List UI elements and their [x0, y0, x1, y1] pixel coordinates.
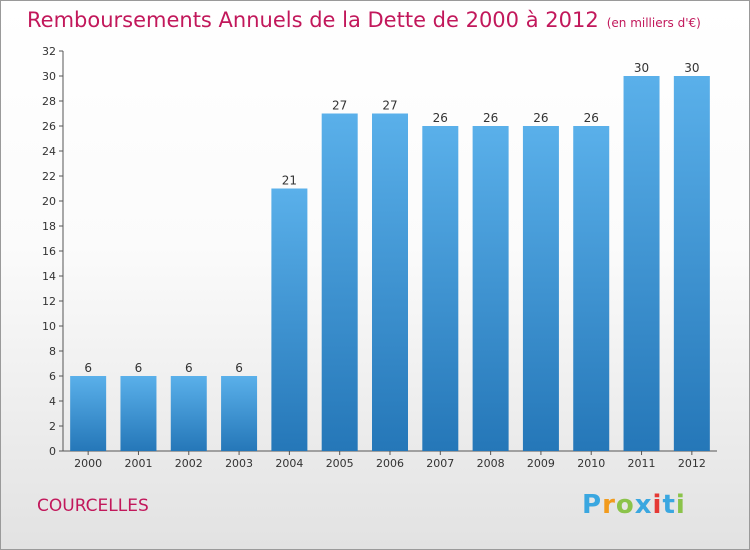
- bar-value-label: 6: [84, 361, 92, 375]
- bar-value-label: 6: [185, 361, 193, 375]
- bar: [271, 188, 308, 451]
- y-tick-label: 2: [49, 420, 56, 433]
- bar-value-label: 30: [684, 61, 699, 75]
- x-tick-label: 2004: [275, 457, 303, 470]
- bar: [573, 126, 610, 451]
- logo-letter: i: [652, 490, 663, 520]
- chart-title-text: Remboursements Annuels de la Dette de 20…: [27, 8, 599, 32]
- y-tick-label: 0: [49, 445, 56, 458]
- bar: [221, 376, 258, 451]
- bar-value-label: 6: [235, 361, 243, 375]
- x-tick-label: 2006: [376, 457, 404, 470]
- y-tick-label: 4: [49, 395, 56, 408]
- bar: [673, 76, 710, 451]
- x-tick-label: 2000: [74, 457, 102, 470]
- y-tick-label: 30: [42, 70, 56, 83]
- logo-letter: P: [582, 490, 603, 520]
- bar-value-label: 27: [332, 99, 347, 113]
- bar-value-label: 30: [634, 61, 649, 75]
- x-tick-label: 2001: [124, 457, 152, 470]
- logo-letter: o: [615, 490, 635, 520]
- logo-letter: t: [662, 490, 676, 520]
- x-tick-label: 2005: [326, 457, 354, 470]
- y-tick-label: 10: [42, 320, 56, 333]
- y-tick-label: 28: [42, 95, 56, 108]
- y-tick-label: 14: [42, 270, 56, 283]
- bar-value-label: 26: [533, 111, 548, 125]
- commune-name: COURCELLES: [37, 496, 149, 516]
- x-tick-label: 2010: [577, 457, 605, 470]
- proxiti-logo[interactable]: Proxiti: [582, 490, 686, 520]
- y-tick-label: 24: [42, 145, 56, 158]
- y-tick-label: 22: [42, 170, 56, 183]
- y-tick-label: 16: [42, 245, 56, 258]
- y-tick-label: 26: [42, 120, 56, 133]
- x-tick-label: 2007: [426, 457, 454, 470]
- chart-title: Remboursements Annuels de la Dette de 20…: [27, 8, 701, 32]
- bar-value-label: 26: [433, 111, 448, 125]
- bar-value-label: 6: [135, 361, 143, 375]
- x-tick-label: 2003: [225, 457, 253, 470]
- bar: [472, 126, 509, 451]
- bar-value-label: 21: [282, 174, 297, 188]
- bar: [422, 126, 459, 451]
- bar: [170, 376, 207, 451]
- bar-value-label: 26: [483, 111, 498, 125]
- x-tick-label: 2012: [678, 457, 706, 470]
- y-tick-label: 20: [42, 195, 56, 208]
- bar: [372, 113, 408, 451]
- bar: [321, 113, 358, 451]
- bar-value-label: 27: [382, 99, 397, 113]
- bar: [623, 76, 660, 451]
- x-tick-label: 2008: [477, 457, 505, 470]
- bar-value-label: 26: [584, 111, 599, 125]
- chart-unit: (en milliers d'€): [606, 16, 701, 30]
- bar: [70, 376, 107, 451]
- bar: [522, 126, 559, 451]
- y-tick-label: 12: [42, 295, 56, 308]
- bar: [120, 376, 157, 451]
- logo-letter: i: [675, 490, 686, 520]
- y-tick-label: 18: [42, 220, 56, 233]
- y-tick-label: 6: [49, 370, 56, 383]
- x-tick-label: 2009: [527, 457, 555, 470]
- logo-letter: x: [634, 490, 653, 520]
- y-tick-label: 8: [49, 345, 56, 358]
- y-tick-label: 32: [42, 45, 56, 58]
- x-tick-label: 2002: [175, 457, 203, 470]
- logo-letter: r: [602, 490, 616, 520]
- x-tick-label: 2011: [628, 457, 656, 470]
